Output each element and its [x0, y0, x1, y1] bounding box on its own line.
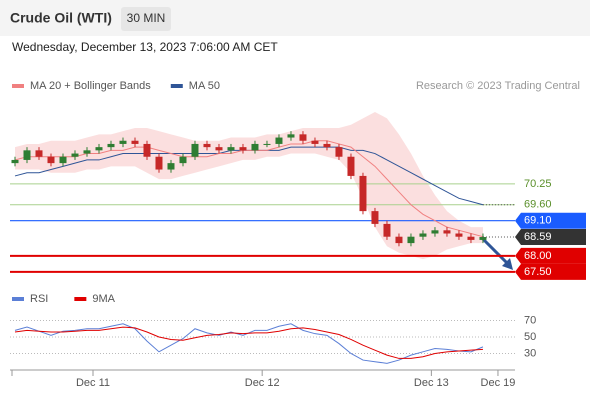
level-label: 69.10: [524, 215, 552, 227]
subtitle: Wednesday, December 13, 2023 7:06:00 AM …: [12, 40, 278, 54]
current-price-label: 68.59: [524, 231, 552, 243]
legend-swatch: [170, 84, 183, 88]
candle-body: [179, 156, 187, 164]
candle-body: [71, 153, 79, 157]
header-bar: [0, 0, 590, 36]
level-badge: [515, 263, 586, 280]
candle-body: [167, 163, 175, 170]
legend-swatch: [12, 84, 24, 88]
rsi-tick-label: 30: [524, 347, 536, 359]
candle-body: [47, 156, 55, 164]
rsi-tick-label: 50: [524, 331, 536, 343]
legend-label: MA 20 + Bollinger Bands: [30, 80, 151, 92]
candle-body: [155, 156, 163, 170]
candle-body: [251, 143, 259, 151]
current-price-badge: [515, 229, 586, 246]
x-tick-label: Dec 13: [414, 377, 449, 389]
candle-body: [131, 140, 139, 144]
candle-body: [359, 175, 367, 212]
rsi-legend-swatch: [12, 297, 24, 301]
candle-body: [347, 156, 355, 176]
candle-body: [23, 150, 31, 160]
candle-body: [215, 147, 223, 151]
forecast-arrow: [480, 236, 510, 266]
level-label: 70.25: [524, 178, 552, 190]
candle-body: [479, 237, 487, 240]
timeframe-label[interactable]: 30 MIN: [127, 11, 166, 25]
candle-body: [335, 147, 343, 157]
candle-body: [287, 134, 295, 138]
candle-body: [275, 137, 283, 144]
candle-body: [11, 159, 19, 164]
rsi-legend-label: 9MA: [92, 293, 115, 305]
candle-body: [311, 140, 319, 144]
level-label: 69.60: [524, 199, 552, 211]
rsi-legend-label: RSI: [30, 293, 48, 305]
x-tick-label: Dec 11: [76, 377, 110, 389]
candle-body: [383, 223, 391, 237]
chart-title: Crude Oil (WTI): [10, 10, 112, 26]
candle-body: [107, 143, 115, 148]
credit: Research © 2023 Trading Central: [416, 80, 580, 92]
timeframe-button[interactable]: [121, 7, 171, 31]
ma20-line: [14, 140, 484, 238]
candle-body: [323, 143, 331, 148]
candle-body: [239, 147, 247, 151]
candle-body: [419, 233, 427, 237]
x-tick-label: Dec 12: [245, 377, 280, 389]
level-badge: [515, 247, 586, 264]
candle-body: [299, 134, 307, 141]
candle-body: [203, 143, 211, 148]
rsi-line: [14, 323, 484, 364]
candle-body: [371, 211, 379, 224]
candle-body: [455, 233, 463, 237]
candle-body: [407, 236, 415, 244]
candle-body: [263, 143, 271, 145]
level-label: 68.00: [524, 250, 552, 262]
candle-body: [395, 236, 403, 244]
candle-body: [35, 150, 43, 157]
candle-body: [227, 147, 235, 151]
candle-body: [443, 230, 451, 234]
candle-body: [119, 140, 127, 144]
bollinger-band: [14, 111, 483, 260]
rsi-tick-label: 70: [524, 314, 536, 326]
x-tick-label: Dec 19: [481, 377, 516, 389]
candle-body: [143, 143, 151, 157]
candle-body: [83, 150, 91, 154]
level-label: 67.50: [524, 266, 552, 278]
candle-body: [191, 143, 199, 157]
candle-body: [467, 236, 475, 240]
legend-label: MA 50: [189, 80, 220, 92]
candle-body: [431, 230, 439, 234]
rsi-ma-line: [14, 326, 483, 359]
forecast-arrowhead: [502, 258, 513, 270]
candle-body: [95, 147, 103, 151]
rsi-legend-swatch: [74, 297, 87, 301]
candle-body: [59, 156, 67, 164]
level-badge: [515, 212, 586, 229]
